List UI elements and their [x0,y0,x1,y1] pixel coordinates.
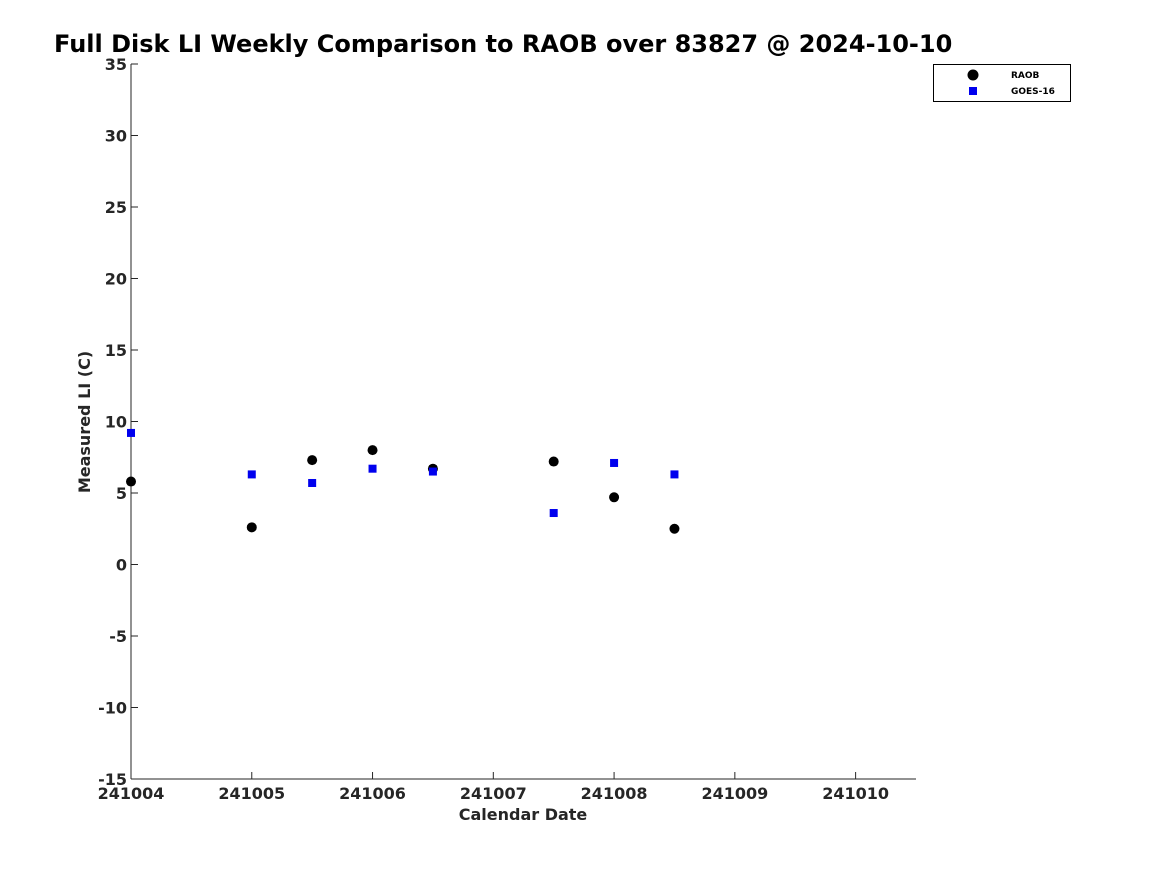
legend-goes-marker [969,87,977,95]
y-tick-label: 35 [105,55,127,74]
y-tick-label: 10 [105,413,127,432]
legend-raob-marker [967,69,979,81]
raob-point [609,492,620,503]
goes-16-point [670,470,679,479]
x-tick-label: 241007 [460,784,527,803]
y-tick-label: 25 [105,198,127,217]
goes-16-point [428,467,437,476]
y-axis-label: Measured LI (C) [75,351,94,493]
x-axis-ticks: 241004 241005 241006 241007 241008 241009 2410… [98,772,889,803]
y-tick-label: 15 [105,341,127,360]
x-tick-label: 241006 [339,784,406,803]
legend-box [933,64,1071,102]
raob-point [126,476,136,487]
goes-16-point [247,470,256,479]
x-tick-label: 241004 [98,784,165,803]
y-axis-ticks: -15 -10 -5 0 5 10 15 20 25 30 35 [98,55,138,789]
goes-16-point [127,428,135,437]
y-tick-label: -10 [98,699,127,718]
plot-area [130,64,916,780]
goes-16-point [549,509,558,518]
data-markers [126,428,680,534]
legend: RAOB GOES-16 [933,64,1071,102]
y-tick-label: 5 [116,484,127,503]
x-tick-label: 241005 [218,784,285,803]
legend-raob-label: RAOB [1011,71,1040,81]
legend-goes-label: GOES-16 [1011,87,1055,97]
y-tick-label: 20 [105,270,127,289]
goes-16-point [610,458,619,467]
goes-16-point [368,464,377,473]
x-tick-label: 241009 [701,784,768,803]
raob-point [246,522,257,533]
raob-point [548,456,559,467]
goes-16-point [308,478,317,487]
raob-point [307,455,318,466]
y-tick-label: -5 [109,627,127,646]
y-tick-label: -15 [98,770,127,789]
y-tick-label: 0 [116,556,127,575]
raob-point [367,445,378,456]
x-tick-label: 241008 [581,784,648,803]
y-tick-label: 30 [105,127,127,146]
x-tick-label: 241010 [822,784,889,803]
raob-point [669,523,680,534]
chart-title: Full Disk LI Weekly Comparison to RAOB o… [54,30,952,58]
x-axis-label: Calendar Date [459,805,588,824]
